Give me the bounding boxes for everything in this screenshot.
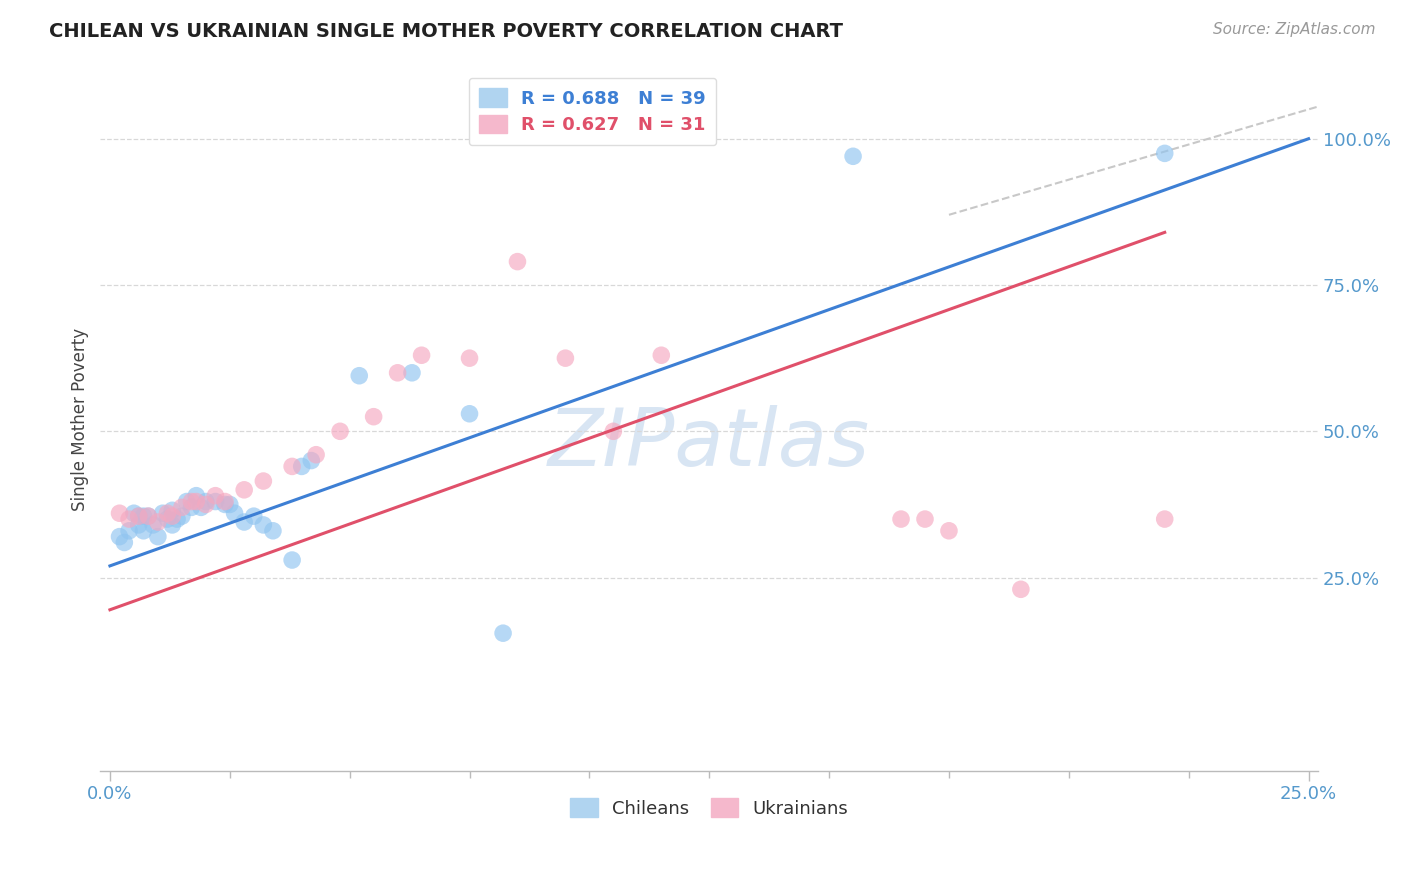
Point <box>218 498 240 512</box>
Point <box>162 517 184 532</box>
Point <box>186 494 208 508</box>
Point <box>166 512 188 526</box>
Point <box>162 509 184 524</box>
Point <box>180 500 202 515</box>
Point <box>108 506 131 520</box>
Point <box>650 348 672 362</box>
Point <box>190 500 212 515</box>
Point <box>938 524 960 538</box>
Point <box>233 483 256 497</box>
Y-axis label: Single Mother Poverty: Single Mother Poverty <box>72 328 89 511</box>
Point <box>262 524 284 538</box>
Point <box>214 494 236 508</box>
Text: Source: ZipAtlas.com: Source: ZipAtlas.com <box>1212 22 1375 37</box>
Point <box>349 368 371 383</box>
Point <box>387 366 409 380</box>
Legend: Chileans, Ukrainians: Chileans, Ukrainians <box>564 791 855 825</box>
Point <box>252 474 274 488</box>
Point <box>602 425 624 439</box>
Point <box>224 506 246 520</box>
Point <box>152 506 174 520</box>
Point <box>128 517 150 532</box>
Point <box>204 494 226 508</box>
Point <box>132 509 155 524</box>
Point <box>1010 582 1032 597</box>
Point <box>156 506 179 520</box>
Point <box>281 553 304 567</box>
Point <box>1153 146 1175 161</box>
Point <box>242 509 264 524</box>
Text: ZIPatlas: ZIPatlas <box>548 405 870 483</box>
Point <box>233 515 256 529</box>
Point <box>329 425 352 439</box>
Point <box>118 512 141 526</box>
Point <box>136 509 159 524</box>
Point <box>214 498 236 512</box>
Point <box>291 459 314 474</box>
Point <box>554 351 576 366</box>
Point <box>132 524 155 538</box>
Point <box>194 494 217 508</box>
Point <box>890 512 912 526</box>
Point <box>162 503 184 517</box>
Point <box>299 453 322 467</box>
Point <box>458 407 481 421</box>
Point <box>170 509 193 524</box>
Point <box>142 517 165 532</box>
Point <box>842 149 865 163</box>
Point <box>122 506 145 520</box>
Point <box>176 494 198 508</box>
Point <box>180 494 202 508</box>
Point <box>252 517 274 532</box>
Point <box>156 512 179 526</box>
Point <box>118 524 141 538</box>
Point <box>411 348 433 362</box>
Point <box>146 515 169 529</box>
Point <box>108 530 131 544</box>
Text: CHILEAN VS UKRAINIAN SINGLE MOTHER POVERTY CORRELATION CHART: CHILEAN VS UKRAINIAN SINGLE MOTHER POVER… <box>49 22 844 41</box>
Point <box>305 448 328 462</box>
Point <box>401 366 423 380</box>
Point <box>128 509 150 524</box>
Point <box>136 509 159 524</box>
Point <box>194 498 217 512</box>
Point <box>128 509 150 524</box>
Point <box>186 489 208 503</box>
Point <box>281 459 304 474</box>
Point <box>914 512 936 526</box>
Point <box>363 409 385 424</box>
Point <box>1153 512 1175 526</box>
Point <box>458 351 481 366</box>
Point <box>112 535 135 549</box>
Point <box>146 530 169 544</box>
Point <box>204 489 226 503</box>
Point <box>170 500 193 515</box>
Point <box>506 254 529 268</box>
Point <box>492 626 515 640</box>
